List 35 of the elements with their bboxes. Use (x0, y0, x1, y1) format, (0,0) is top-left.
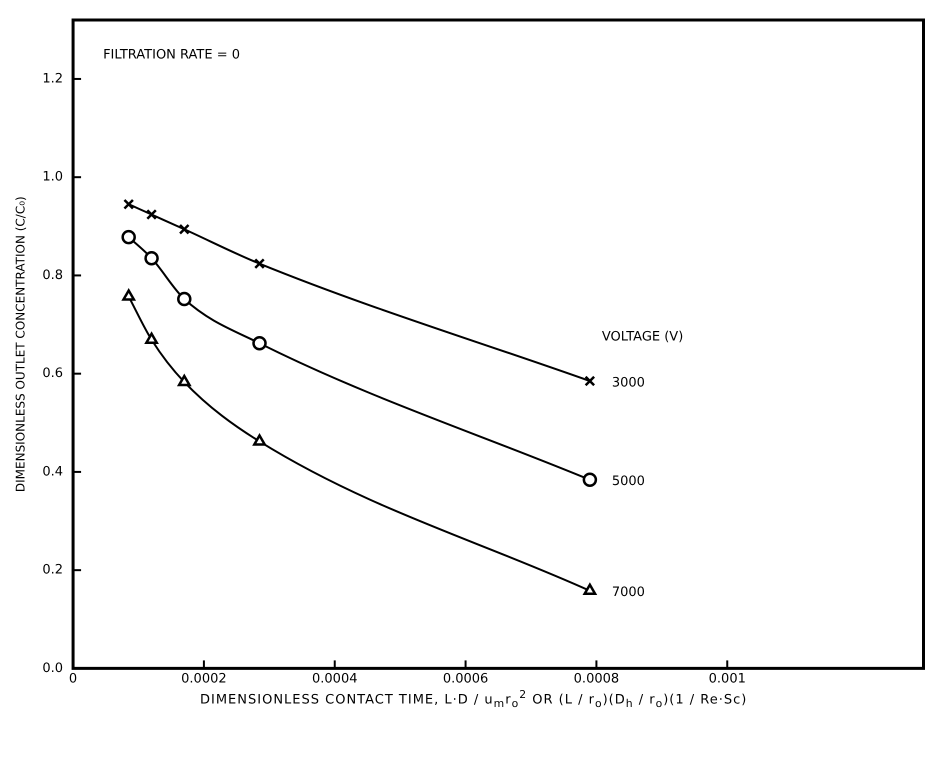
x-tick-label: 0 (68, 672, 78, 687)
x-tick-label: 0.0008 (574, 672, 620, 687)
y-tick-label: 0.6 (42, 366, 64, 382)
x-tick-label: 0.0004 (312, 672, 358, 687)
point (121, 230, 136, 244)
x-tick-label: 0.0002 (181, 672, 227, 687)
text: DIMENSIONLESS CONTACT TIME, L·D / u$_{m}$r$_{o}$$^{2}$ OR (L / r$_{o}$)(D$_{h}$ / r$_{o}$)(1 / Re·Sc) (200, 688, 748, 710)
x-tick-label: 0.0006 (442, 672, 488, 687)
point (178, 374, 191, 386)
y-tick-label: 0.4 (42, 464, 64, 480)
point (583, 584, 596, 596)
series-label: 3000 (612, 375, 645, 390)
point (582, 472, 598, 488)
y-axis-title: DIMENSIONLESS OUTLET CONCENTRATION (C/C₀) (13, 196, 28, 492)
point (253, 434, 266, 446)
series-label: 5000 (612, 474, 645, 490)
y-tick-label: 0.2 (42, 562, 64, 578)
point (144, 250, 159, 266)
legend-title: VOLTAGE (V) (602, 329, 684, 344)
series-label: 7000 (612, 585, 645, 600)
point (584, 376, 596, 387)
y-tick-label: 1.0 (42, 170, 64, 185)
point (122, 289, 136, 301)
point (146, 209, 158, 220)
point (145, 332, 158, 344)
y-tick-label: 0.0 (42, 660, 64, 676)
point (254, 258, 266, 270)
point (123, 198, 134, 210)
y-tick-label: 1.2 (42, 71, 64, 86)
point (178, 224, 190, 235)
annotation: FILTRATION RATE = 0 (103, 47, 240, 62)
x-tick-label: 0.001 (708, 672, 746, 687)
point (177, 292, 192, 306)
point (252, 336, 267, 350)
y-tick-label: 0.8 (42, 268, 64, 283)
